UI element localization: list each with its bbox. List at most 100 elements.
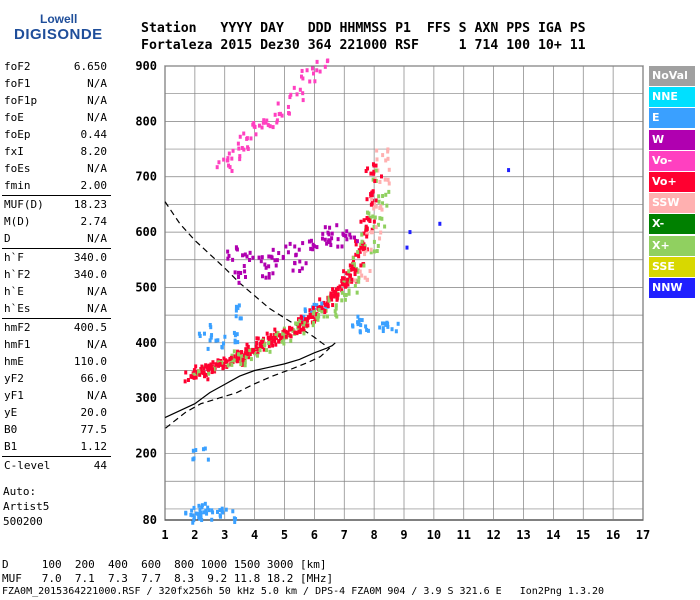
echo-point [359,219,363,224]
trace-point [290,326,294,331]
echo-point [226,249,230,254]
echo-point [369,250,373,255]
echo-point [359,323,363,328]
echo-point [233,340,237,345]
trace-point [306,315,310,320]
echo-point [340,290,344,295]
echo-point [352,258,356,263]
trace-point [371,177,375,182]
echo-point [374,163,378,168]
trace-point [260,339,264,344]
trace-point [293,330,297,335]
trace-point [346,277,350,282]
x-tick-label: 16 [606,528,620,542]
echo-point [355,290,359,295]
echo-point [206,346,210,351]
param-separator [2,248,111,249]
trace-point [282,330,286,335]
trace-point [301,320,305,325]
echo-point [253,125,257,130]
trace-point [226,363,230,368]
echo-point [236,340,240,345]
echo-point [238,134,242,139]
echo-point [322,300,326,305]
echo-point [309,238,313,243]
trace-point [368,215,372,220]
echo-point [198,507,202,512]
trace-point [220,360,224,365]
legend-item: E [649,108,695,129]
trace-point [348,273,352,278]
trace-point [372,171,376,176]
echo-point [267,264,271,269]
trace-point [206,367,210,372]
trace-point [357,248,361,253]
echo-point [315,303,319,308]
x-tick-label: 15 [576,528,590,542]
trace-point [214,362,218,367]
trace-point [360,239,364,244]
param-separator [2,195,111,196]
echo-point [308,79,312,84]
trace-point [363,246,367,251]
param-row: C-level 44 [2,457,107,474]
param-value: 18.23 [73,198,107,211]
trace-point [311,305,315,310]
echo-point [275,118,279,123]
echo-point [329,243,333,248]
echo-point [304,261,308,266]
trace-point [362,231,366,236]
echo-point [231,509,235,514]
echo-point [298,259,302,264]
legend-item: W [649,129,695,150]
param-value: 44 [93,459,107,472]
y-tick-label: 400 [135,336,157,350]
echo-point [196,512,200,517]
echo-point [243,275,247,280]
echo-point [390,327,394,332]
echo-point [203,374,207,379]
trace-point [270,336,274,341]
header-labels: Station YYYY DAY DDD HHMMSS P1 FFS S AXN… [141,21,586,36]
echo-point [328,239,332,244]
trace-point [274,342,278,347]
echo-point [292,85,296,90]
echo-point [372,219,376,224]
echo-point [262,118,266,123]
trace-point [351,262,355,267]
echo-point [208,322,212,327]
echo-point [193,369,197,374]
legend-item: NoVal [649,66,695,86]
echo-point [323,237,327,242]
param-row: yF1 N/A [2,387,107,404]
trace-point [217,363,221,368]
echo-point [264,275,268,280]
trace-point [326,304,330,309]
echo-point [372,206,376,211]
echo-point [270,255,274,260]
echo-point [240,354,244,359]
echo-point [381,153,385,158]
echo-point [342,233,346,238]
trace-point [194,375,198,380]
echo-point [340,276,344,281]
trace-point [370,192,374,197]
echo-point [378,325,382,330]
echo-point [326,58,330,63]
echo-point [294,252,298,257]
echo-point [360,318,364,323]
echo-point [232,354,236,359]
echo-point [335,223,339,228]
trace-point [305,318,309,323]
echo-point [340,298,344,303]
echo-point [255,336,259,341]
echo-point [216,509,220,514]
trace-point [374,168,378,173]
param-label: fmin [4,179,31,192]
echo-point [236,141,240,146]
echo-point [300,327,304,332]
echo-point [298,87,302,92]
echo-point [230,353,234,358]
echo-point [191,513,195,518]
